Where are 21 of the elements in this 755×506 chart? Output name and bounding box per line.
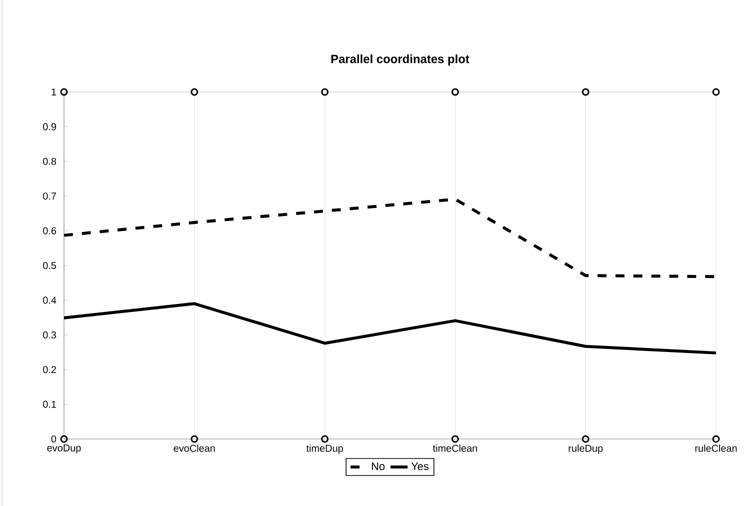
y-tick-label: 0.3 bbox=[43, 331, 56, 338]
x-tick-label: timeDup bbox=[306, 444, 343, 454]
x-tick-label: ruleDup bbox=[568, 444, 603, 454]
y-tick-label: 0.9 bbox=[43, 123, 56, 130]
x-tick-label: evoDup bbox=[47, 444, 81, 454]
y-tick-label: 0.7 bbox=[43, 192, 56, 200]
x-tick-label: evoClean bbox=[174, 444, 215, 452]
y-tick-label: 0.1 bbox=[43, 400, 56, 408]
y-tick-label: 0.2 bbox=[43, 366, 56, 374]
y-tick-label: 0.6 bbox=[43, 227, 56, 234]
y-tick-label: 0.8 bbox=[43, 158, 56, 165]
y-tick-label: 0.5 bbox=[43, 262, 56, 270]
chart-title: Parallel coordinates plot bbox=[331, 54, 470, 66]
legend-label: Yes bbox=[411, 462, 429, 470]
x-tick-label: timeClean bbox=[432, 444, 477, 452]
x-tick-label: ruleClean bbox=[695, 444, 737, 452]
y-tick-label: 1 bbox=[52, 88, 56, 96]
legend-label: No bbox=[372, 462, 385, 470]
y-tick-label: 0 bbox=[51, 435, 56, 443]
y-tick-label: 0.4 bbox=[43, 296, 56, 304]
line-series bbox=[62, 302, 718, 354]
